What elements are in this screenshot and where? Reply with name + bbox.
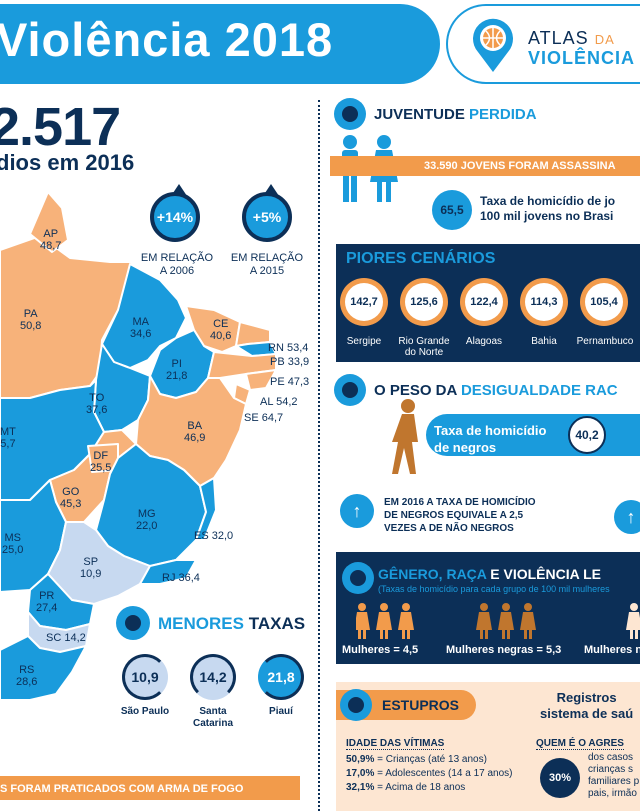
map-label-pi: PI 21,8: [166, 358, 188, 382]
change-2015-badge: +5%: [242, 184, 292, 242]
piores-pin-pe: 105,4: [580, 278, 628, 326]
target-icon: [340, 689, 372, 721]
genero-subtitle: (Taxas de homicídio para cada grupo de 1…: [378, 584, 610, 594]
genero-title: GÊNERO, RAÇA E VIOLÊNCIA LE: [378, 566, 601, 582]
registros-text: Registros sistema de saú: [540, 690, 634, 721]
map-label-ba: BA 46,9: [184, 420, 206, 444]
map-label-ms: MS 25,0: [2, 532, 24, 556]
agressor-text: dos casos crianças s familiares p pais, irm…: [588, 752, 640, 799]
state-ap: [29, 191, 69, 253]
youth-rate-text: Taxa de homicídio de jo 100 mil jovens no…: [480, 194, 616, 223]
map-label-rn: RN 53,4: [268, 342, 309, 354]
firearm-text: S FORAM PRATICADOS COM ARMA DE FOGO: [0, 783, 244, 795]
piores-title: PIORES CENÁRIOS: [346, 250, 496, 267]
age-row: 32,1% = Acima de 18 anos: [346, 782, 466, 793]
state-rs: [0, 635, 87, 700]
piores-pin-al: 122,4: [460, 278, 508, 326]
juventude-title: JUVENTUDE PERDIDA: [374, 106, 537, 123]
map-label-df: DF 25,5: [90, 450, 112, 474]
homicide-total: 2.517: [0, 97, 121, 157]
up-arrow-icon: ↑: [614, 500, 640, 534]
walking-person-icon: [392, 399, 418, 474]
up-arrow-icon: ↑: [340, 494, 374, 528]
logo-text-atlas: ATLAS DA: [528, 28, 615, 48]
brazil-map: [0, 191, 277, 700]
target-icon: [116, 606, 150, 640]
genero-label-mulheres-n: Mulheres n: [584, 644, 640, 656]
piores-label-ba: Bahia: [531, 336, 557, 347]
map-label-rj: RJ 36,4: [162, 572, 200, 584]
map-label-sp: SP 10,9: [80, 556, 102, 580]
map-label-pb: PB 33,9: [270, 356, 310, 368]
genero-label-mulheres: Mulheres = 4,5: [342, 644, 419, 656]
piores-label-al: Alagoas: [465, 336, 503, 347]
logo-text-violencia: VIOLÊNCIA: [528, 48, 636, 68]
map-label-ce: CE 40,6: [210, 318, 232, 342]
age-row: 50,9% = Crianças (até 13 anos): [346, 754, 487, 765]
piores-label-se: Sergipe: [346, 336, 382, 347]
change-2006-badge: +14%: [150, 184, 200, 242]
map-label-pe: PE 47,3: [270, 376, 310, 388]
menores-gauge-pi: 21,8: [258, 654, 304, 700]
change-2015-caption: EM RELAÇÃO A 2015: [230, 252, 304, 277]
estupros-title: ESTUPROS: [382, 697, 460, 713]
change-2006-caption: EM RELAÇÃO A 2006: [140, 252, 214, 277]
page-title: Violência 2018: [0, 13, 334, 66]
menores-gauge-sp: 10,9: [122, 654, 168, 700]
title-banner: [0, 4, 440, 84]
homicide-subtitle: dios em 2016: [0, 150, 135, 175]
map-label-ma: MA 34,6: [130, 316, 152, 340]
agressor-heading: QUEM É O AGRES: [536, 738, 624, 750]
menores-gauge-sc: 14,2: [190, 654, 236, 700]
map-label-pr: PR 27,4: [36, 590, 58, 614]
piores-pin-ba: 114,3: [520, 278, 568, 326]
map-label-pa: PA 50,8: [20, 308, 42, 332]
youth-rate-badge: 65,5: [432, 190, 472, 230]
black-homicide-label: Taxa de homicídio de negros: [434, 423, 547, 455]
menores-label-sc: Santa Catarina: [192, 706, 233, 729]
firearm-banner: [0, 776, 300, 800]
state-pb: [235, 341, 277, 357]
map-label-al: AL 54,2: [260, 396, 298, 408]
map-label-se: SE 64,7: [244, 412, 284, 424]
black-homicide-rate: 40,2: [568, 416, 606, 454]
state-rj: [139, 559, 197, 585]
map-label-go: GO 45,3: [60, 486, 82, 510]
youth-homicide-banner: [330, 156, 640, 176]
target-icon: [334, 374, 366, 406]
piores-pin-se: 142,7: [340, 278, 388, 326]
map-label-to: TO 37,6: [86, 392, 108, 416]
genero-label-mulheres-negras: Mulheres negras = 5,3: [446, 644, 562, 656]
piores-pin-rn: 125,6: [400, 278, 448, 326]
atlas-logo: ATLAS DA VIOLÊNCIA: [446, 4, 640, 84]
menores-title: MENORES TAXAS: [158, 614, 306, 633]
equivale-text: EM 2016 A TAXA DE HOMICÍDIO DE NEGROS EQU…: [384, 497, 536, 534]
map-label-mt: MT 5,7: [0, 426, 16, 450]
target-icon: [334, 98, 366, 130]
globe-pin-icon: [473, 18, 513, 72]
column-divider: [318, 100, 320, 811]
agressor-pct-badge: 30%: [540, 758, 580, 798]
state-al: [245, 369, 277, 391]
map-label-rs: RS 28,6: [16, 664, 38, 688]
state-es: [195, 477, 217, 541]
piores-label-rn: Rio Grande do Norte: [398, 336, 450, 358]
piores-label-pe: Pernambuco: [576, 336, 634, 347]
menores-label-pi: Piauí: [269, 706, 293, 717]
menores-label-sp: São Paulo: [120, 706, 170, 717]
map-label-sc: SC 14,2: [46, 632, 86, 644]
map-label-mg: MG 22,0: [136, 508, 158, 532]
target-icon: [342, 562, 374, 594]
youth-homicide-text: 33.590 JOVENS FORAM ASSASSINA: [424, 160, 616, 172]
idade-heading: IDADE DAS VÍTIMAS: [346, 738, 445, 750]
desigualdade-title: O PESO DA DESIGUALDADE RAC: [374, 382, 618, 399]
women-icons: [356, 603, 640, 639]
age-row: 17,0% = Adolescentes (14 a 17 anos): [346, 768, 513, 779]
map-label-es: ES 32,0: [194, 530, 234, 542]
state-ma: [101, 263, 187, 369]
map-label-ap: AP 48,7: [40, 228, 62, 252]
